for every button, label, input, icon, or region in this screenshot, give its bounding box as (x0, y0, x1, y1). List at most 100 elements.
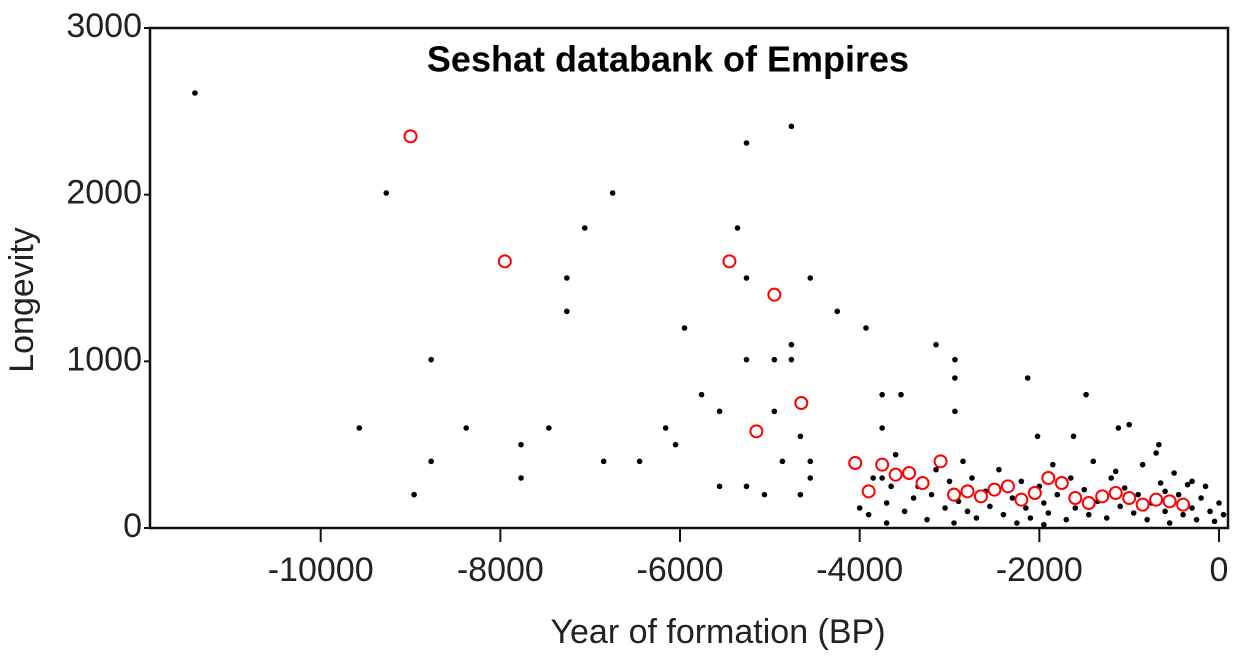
point (883, 520, 890, 526)
point (1162, 494, 1177, 509)
point (788, 341, 795, 348)
point (951, 520, 957, 526)
point (1090, 458, 1097, 465)
point (942, 505, 948, 511)
point (1139, 461, 1146, 468)
x-tick-label: 0 (1210, 551, 1229, 589)
point (1072, 505, 1079, 511)
point (716, 408, 723, 415)
point (1083, 391, 1089, 398)
point (788, 123, 795, 130)
point (1000, 479, 1015, 494)
point (1103, 515, 1110, 521)
point (892, 451, 899, 458)
point (856, 505, 863, 511)
point (788, 356, 795, 363)
point (987, 503, 993, 510)
point (879, 391, 885, 398)
point (1180, 511, 1186, 518)
point (1202, 483, 1209, 490)
x-tick-label: -4000 (816, 551, 903, 589)
point (518, 441, 524, 448)
point (1041, 521, 1047, 528)
point (915, 476, 930, 490)
point (952, 408, 958, 415)
point (973, 515, 980, 521)
point (681, 325, 688, 331)
point (1216, 500, 1222, 506)
point (662, 425, 669, 431)
point (1149, 492, 1164, 507)
point (879, 425, 885, 431)
point (807, 275, 814, 281)
y-tick-label: 1000 (66, 340, 142, 378)
point (734, 225, 741, 231)
point (973, 489, 988, 504)
point (1117, 503, 1123, 510)
point (192, 90, 198, 96)
point (1135, 491, 1141, 498)
point (883, 500, 890, 506)
point (1063, 516, 1070, 523)
point (518, 475, 524, 481)
point (879, 475, 885, 481)
point (609, 190, 616, 196)
point (403, 129, 418, 144)
point (933, 466, 939, 473)
point (1115, 425, 1122, 431)
point (1041, 471, 1056, 485)
point (947, 487, 962, 502)
point (1126, 421, 1132, 428)
point (1108, 486, 1123, 500)
point (1024, 375, 1031, 381)
point (463, 425, 470, 431)
point (1153, 450, 1159, 456)
point (1034, 433, 1041, 440)
point (1014, 492, 1029, 507)
chart-title: Seshat databank of Empires (427, 39, 909, 80)
point (1041, 500, 1047, 506)
point (946, 478, 953, 485)
point (807, 458, 814, 465)
point (761, 491, 768, 498)
point (1027, 515, 1034, 521)
point (797, 491, 804, 498)
point (497, 254, 512, 269)
point (743, 275, 750, 281)
point (924, 516, 930, 523)
point (1184, 481, 1191, 488)
x-tick-label: -10000 (268, 551, 374, 589)
point (1108, 475, 1115, 481)
x-tick-label: -8000 (457, 551, 544, 589)
point (870, 475, 876, 481)
point (952, 375, 958, 381)
point (1193, 516, 1200, 523)
point (1067, 475, 1074, 481)
point (1130, 510, 1137, 516)
point (383, 190, 390, 196)
point (672, 441, 679, 448)
point (863, 325, 869, 331)
x-tick-label: -6000 (637, 551, 724, 589)
y-axis-label: Longevity (3, 227, 41, 373)
point (1009, 495, 1016, 501)
point (1023, 505, 1029, 511)
point (1156, 441, 1162, 448)
point (888, 483, 894, 490)
point (902, 466, 917, 480)
point (1198, 495, 1204, 501)
point (1000, 511, 1007, 518)
point (698, 391, 705, 398)
point (411, 491, 417, 498)
point (1112, 468, 1119, 475)
point (1081, 486, 1088, 493)
point (716, 483, 723, 490)
point (600, 458, 607, 465)
point (1162, 508, 1168, 515)
point (1018, 478, 1025, 485)
point (1070, 433, 1077, 440)
point (581, 225, 588, 231)
point (888, 467, 903, 482)
point (996, 466, 1002, 473)
